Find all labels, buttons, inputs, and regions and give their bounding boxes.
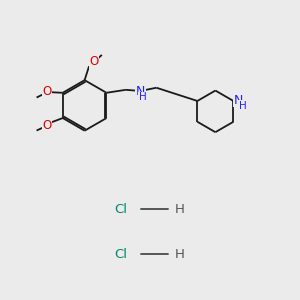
Text: H: H [175,203,185,216]
Text: H: H [175,248,185,260]
Text: H: H [139,92,146,102]
Text: O: O [89,55,99,68]
Text: N: N [234,94,243,106]
Text: O: O [42,85,52,98]
Text: Cl: Cl [114,203,127,216]
Text: H: H [239,101,247,111]
Text: N: N [135,85,145,98]
Text: Cl: Cl [114,248,127,260]
Text: O: O [42,119,52,132]
